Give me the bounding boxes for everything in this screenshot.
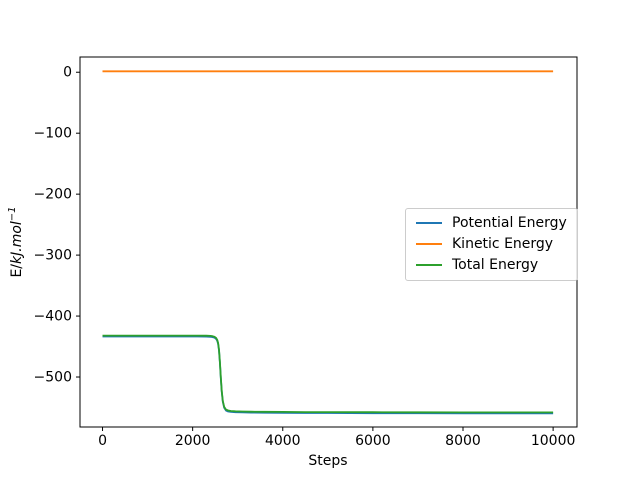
x-tick-label: 8000 xyxy=(445,433,481,449)
legend-item-potential-energy: Potential Energy xyxy=(416,214,567,232)
y-axis-label-exponent: −1 xyxy=(7,206,19,222)
legend-item-kinetic-energy: Kinetic Energy xyxy=(416,235,567,253)
y-tick-label: −100 xyxy=(34,126,72,142)
x-tick-label: 2000 xyxy=(175,433,211,449)
series-line-total-energy xyxy=(102,334,554,414)
x-axis-label: Steps xyxy=(308,453,348,469)
legend-line-sample-kinetic-energy xyxy=(416,243,442,245)
legend: Potential Energy Kinetic Energy Total En… xyxy=(405,208,578,281)
y-axis-label-prefix: E/ xyxy=(8,263,25,278)
y-tick-label: −300 xyxy=(34,248,72,264)
y-tick-label: −500 xyxy=(34,370,72,386)
y-axis-label-units: kJ.mol xyxy=(8,221,25,264)
x-tick-label: 0 xyxy=(98,433,107,449)
y-tick-label: 0 xyxy=(63,65,72,81)
legend-label-potential-energy: Potential Energy xyxy=(452,215,567,231)
axes: 0 2000 4000 6000 8000 10000 0 −100 −200 −300 −400 −… xyxy=(34,56,578,449)
legend-label-kinetic-energy: Kinetic Energy xyxy=(452,236,554,252)
legend-line-sample-total-energy xyxy=(416,264,442,266)
x-tick-label: 4000 xyxy=(265,433,301,449)
x-tick-label: 10000 xyxy=(531,433,576,449)
legend-label-total-energy: Total Energy xyxy=(452,257,539,273)
legend-item-total-energy: Total Energy xyxy=(416,256,567,274)
y-axis-label: E/kJ.mol−1 xyxy=(7,206,25,277)
y-tick-label: −400 xyxy=(34,309,72,325)
series-line-potential-energy xyxy=(102,335,554,415)
series-lines xyxy=(102,70,554,415)
x-tick-label: 6000 xyxy=(355,433,391,449)
legend-line-sample-potential-energy xyxy=(416,222,442,224)
y-tick-label: −200 xyxy=(34,187,72,203)
